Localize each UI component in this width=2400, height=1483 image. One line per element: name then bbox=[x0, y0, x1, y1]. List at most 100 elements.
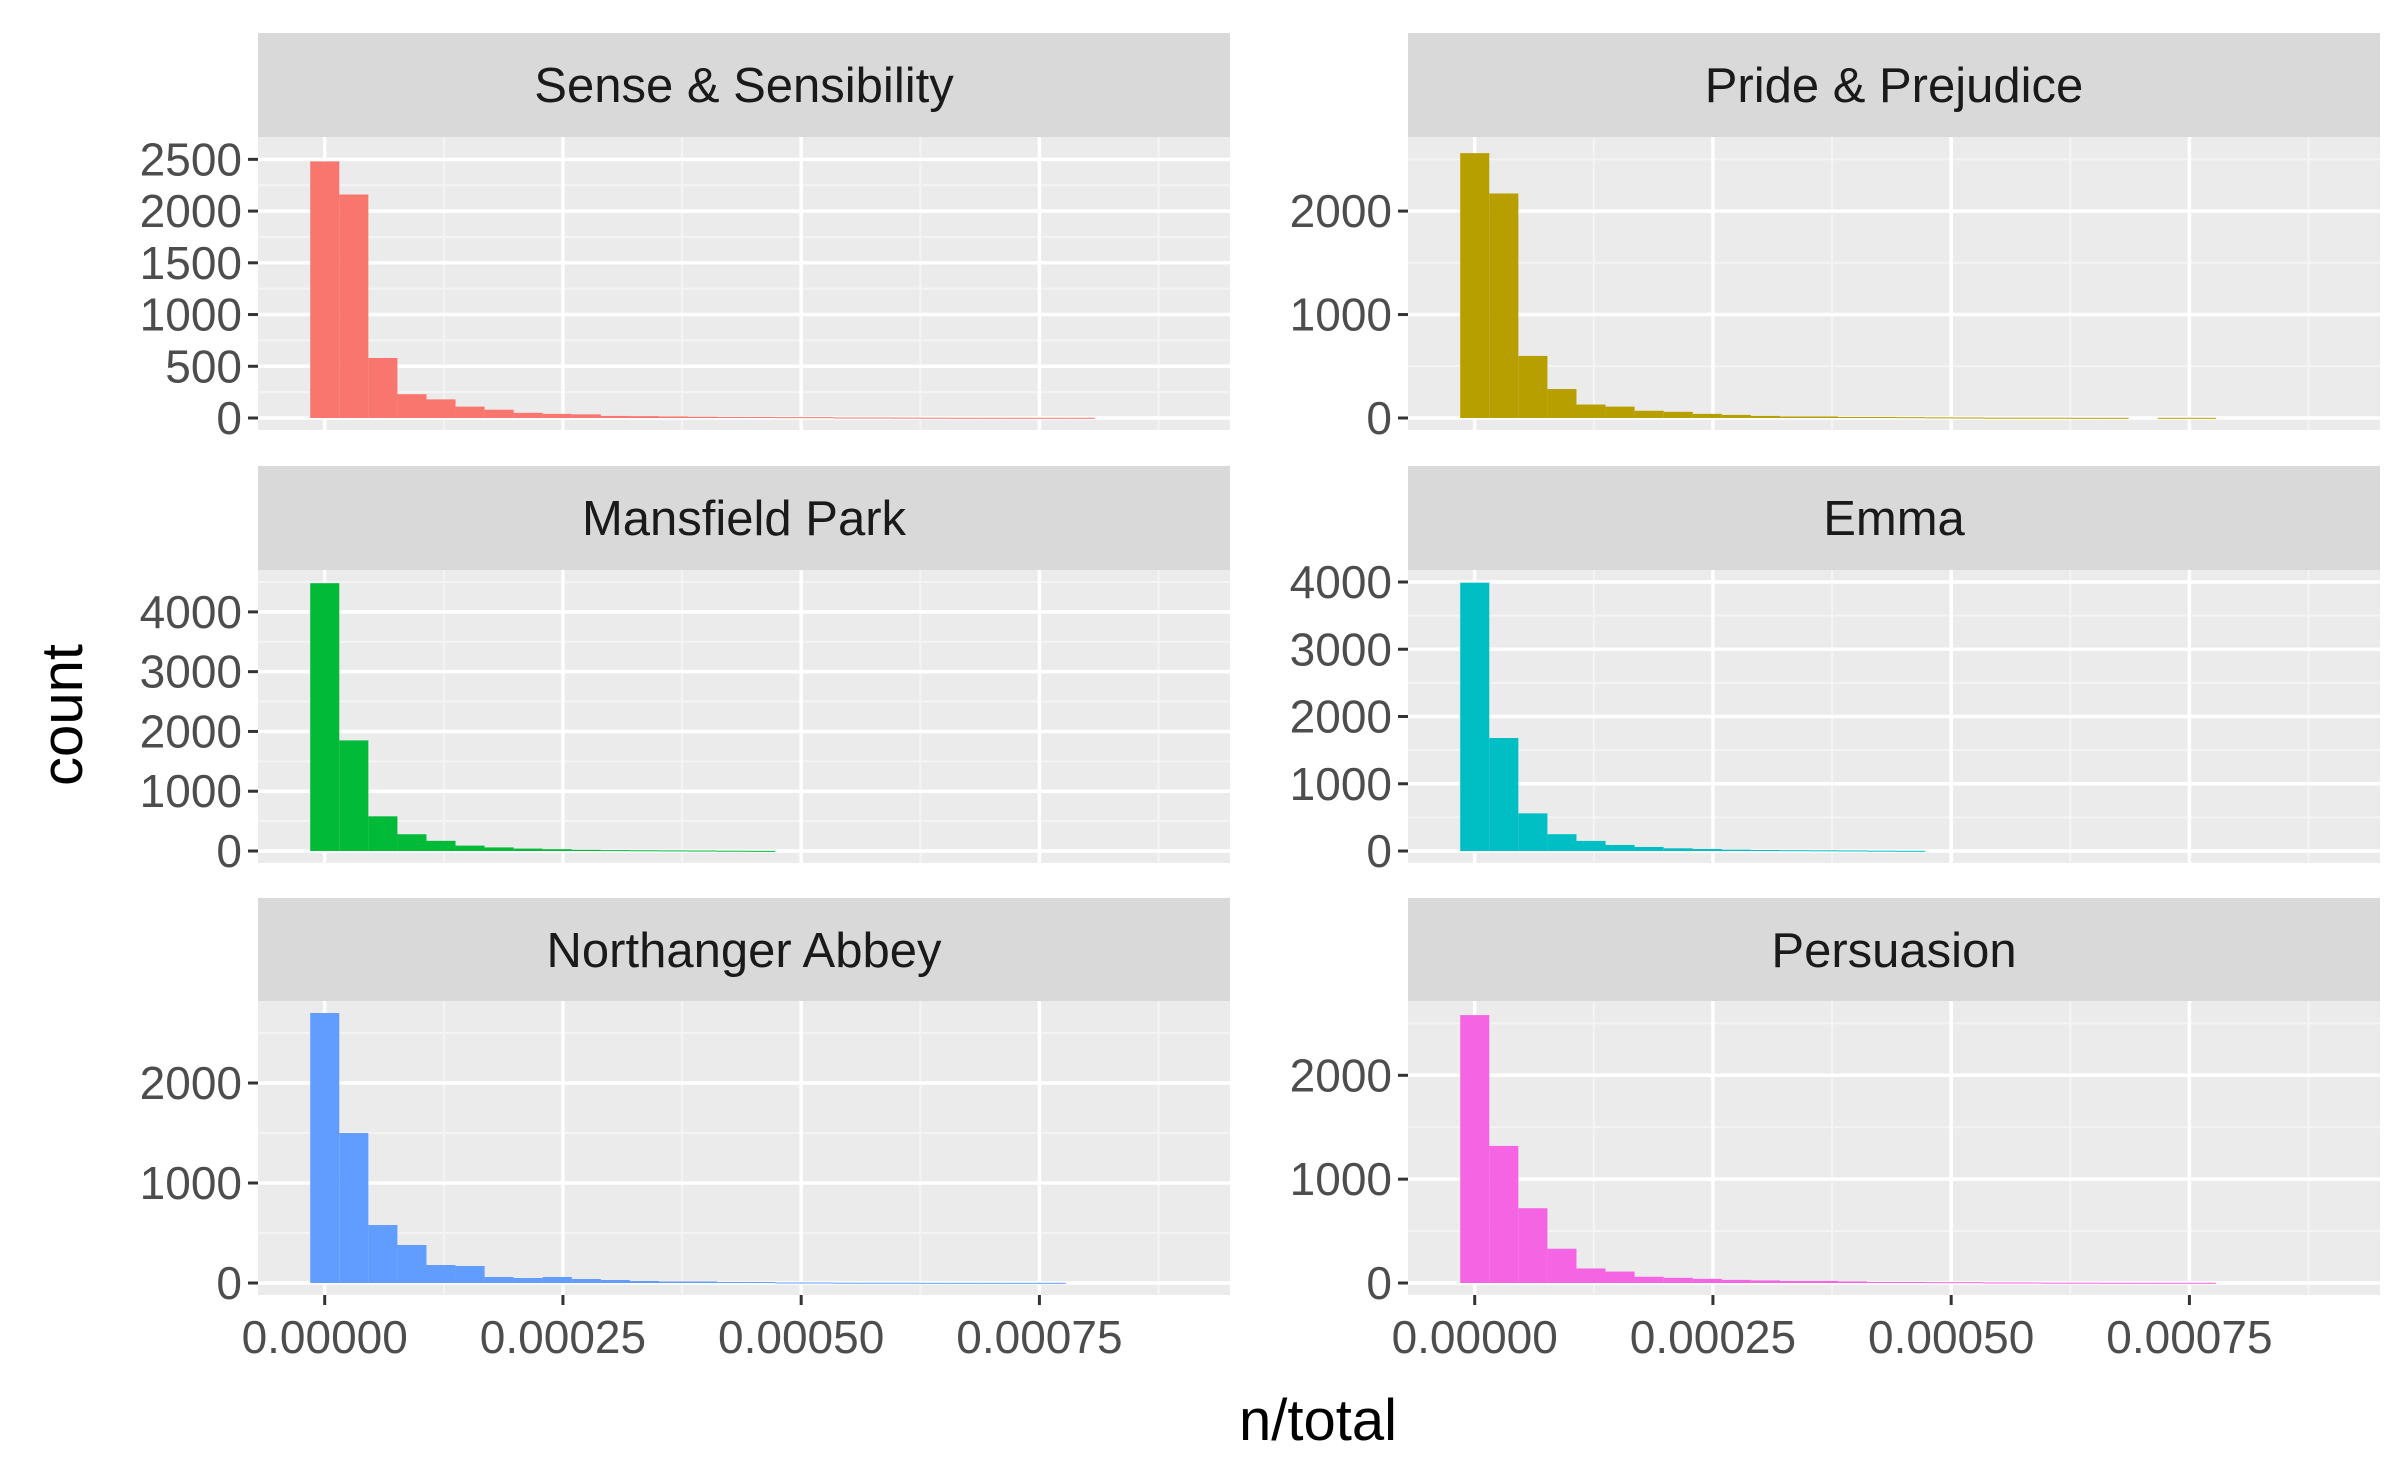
histogram-bar bbox=[397, 834, 427, 851]
y-tick-label: 2000 bbox=[1290, 691, 1392, 743]
histogram-bar bbox=[1721, 414, 1751, 418]
histogram-bar bbox=[1779, 1280, 1809, 1283]
histogram-bar bbox=[426, 840, 456, 851]
histogram-bar bbox=[688, 416, 718, 418]
histogram-bar bbox=[368, 1225, 398, 1283]
panel-persuasion: Persuasion 0 1000 2000 0.00000 0.00025 0.00050… bbox=[1290, 898, 2380, 1363]
histogram-bar bbox=[1808, 416, 1839, 418]
histogram-bar bbox=[571, 414, 601, 418]
histogram-bar bbox=[2041, 1282, 2071, 1284]
histogram-bar bbox=[891, 417, 921, 419]
panel-strip bbox=[1408, 466, 2380, 570]
histogram-bar bbox=[1692, 848, 1722, 851]
histogram-bar bbox=[949, 1282, 979, 1284]
histogram-bar bbox=[688, 1281, 718, 1283]
histogram-bar bbox=[310, 1013, 340, 1283]
histogram-bar bbox=[455, 1266, 485, 1283]
histogram-bar bbox=[1547, 834, 1577, 851]
plot-background bbox=[1408, 137, 2380, 430]
histogram-bar bbox=[1065, 417, 1095, 419]
histogram-bar bbox=[1896, 1281, 1926, 1283]
y-tick-label: 1000 bbox=[140, 1157, 242, 1209]
histogram-bar bbox=[2012, 417, 2042, 419]
histogram-bar bbox=[513, 412, 543, 418]
panel-strip bbox=[1408, 898, 2380, 1002]
histogram-bar bbox=[310, 161, 340, 418]
histogram-bar bbox=[1867, 850, 1897, 852]
histogram-bar bbox=[1838, 850, 1868, 852]
histogram-bar bbox=[1750, 415, 1780, 418]
histogram-bar bbox=[717, 1282, 747, 1283]
histogram-bar bbox=[862, 1282, 892, 1284]
histogram-bar bbox=[658, 416, 689, 418]
x-tick-label: 0.00050 bbox=[1868, 1311, 2034, 1363]
histogram-bar bbox=[426, 1265, 456, 1283]
histogram-bar bbox=[1867, 1281, 1897, 1283]
histogram-bar bbox=[484, 847, 514, 851]
x-tick-label: 0.00000 bbox=[1392, 1311, 1558, 1363]
histogram-bar bbox=[1750, 849, 1780, 851]
histogram-bar bbox=[1896, 417, 1926, 419]
histogram-bar bbox=[1838, 1281, 1868, 1283]
panel-northanger-abbey: Northanger Abbey 0 1000 2000 0.00000 0.00025 0… bbox=[140, 898, 1230, 1363]
histogram-bar bbox=[1489, 193, 1519, 418]
histogram-bar bbox=[746, 1282, 776, 1283]
histogram-bar bbox=[484, 1277, 514, 1283]
histogram-bar bbox=[1808, 1280, 1839, 1283]
histogram-bar bbox=[513, 1278, 543, 1283]
y-tick-label: 0 bbox=[1366, 392, 1392, 444]
histogram-bar bbox=[542, 849, 572, 851]
histogram-bar bbox=[717, 416, 747, 418]
histogram-bar bbox=[2099, 1282, 2129, 1284]
y-tick-label: 1000 bbox=[140, 289, 242, 341]
histogram-bar bbox=[368, 816, 398, 851]
histogram-bar bbox=[2186, 1282, 2216, 1284]
histogram-bar bbox=[339, 740, 369, 851]
y-tick-label: 1000 bbox=[1290, 289, 1392, 341]
plot-background bbox=[258, 137, 1230, 430]
x-axis-title: n/total bbox=[1239, 1388, 1397, 1453]
histogram-bar bbox=[455, 406, 485, 418]
panel-strip bbox=[1408, 33, 2380, 137]
histogram-bar bbox=[1721, 1279, 1751, 1283]
histogram-bar bbox=[1460, 582, 1490, 851]
histogram-bar bbox=[1576, 404, 1606, 418]
histogram-bar bbox=[484, 409, 514, 418]
y-tick-label: 0 bbox=[216, 1257, 242, 1309]
y-tick-label: 1000 bbox=[1290, 1153, 1392, 1205]
histogram-bar bbox=[1721, 849, 1751, 851]
plot-background bbox=[258, 570, 1230, 863]
histogram-bar bbox=[1489, 1145, 1519, 1283]
x-tick-label: 0.00050 bbox=[718, 1311, 884, 1363]
histogram-bar bbox=[920, 417, 950, 419]
histogram-bar bbox=[1547, 1248, 1577, 1283]
histogram-bar bbox=[1808, 850, 1839, 852]
histogram-bar bbox=[804, 417, 834, 419]
histogram-bar bbox=[1605, 844, 1635, 851]
histogram-bar bbox=[2070, 1282, 2100, 1284]
y-tick-label: 4000 bbox=[140, 586, 242, 638]
y-tick-label: 1000 bbox=[140, 765, 242, 817]
y-tick-label: 2000 bbox=[140, 705, 242, 757]
panel-strip bbox=[258, 33, 1230, 137]
histogram-bar bbox=[1692, 413, 1722, 418]
y-tick-label: 0 bbox=[1366, 1257, 1392, 1309]
y-tick-label: 1000 bbox=[1290, 758, 1392, 810]
histogram-bar bbox=[1547, 389, 1577, 418]
histogram-bar bbox=[1576, 1268, 1606, 1283]
histogram-bar bbox=[1634, 846, 1664, 851]
histogram-bar bbox=[949, 417, 979, 419]
histogram-bar bbox=[978, 417, 1008, 419]
histogram-bar bbox=[658, 1281, 689, 1283]
y-tick-label: 0 bbox=[1366, 825, 1392, 877]
histogram-bar bbox=[2157, 1282, 2187, 1284]
histogram-bar bbox=[1518, 813, 1548, 851]
histogram-bar bbox=[600, 850, 630, 852]
panel-title: Persuasion bbox=[1771, 924, 2016, 978]
histogram-bar bbox=[1007, 1282, 1037, 1284]
histogram-bar bbox=[455, 845, 485, 851]
panel-mansfield-park: Mansfield Park 0 1000 2000 3000 4000 bbox=[140, 466, 1230, 877]
panel-title: Pride & Prejudice bbox=[1705, 59, 2084, 113]
histogram-bar bbox=[1460, 1015, 1490, 1283]
